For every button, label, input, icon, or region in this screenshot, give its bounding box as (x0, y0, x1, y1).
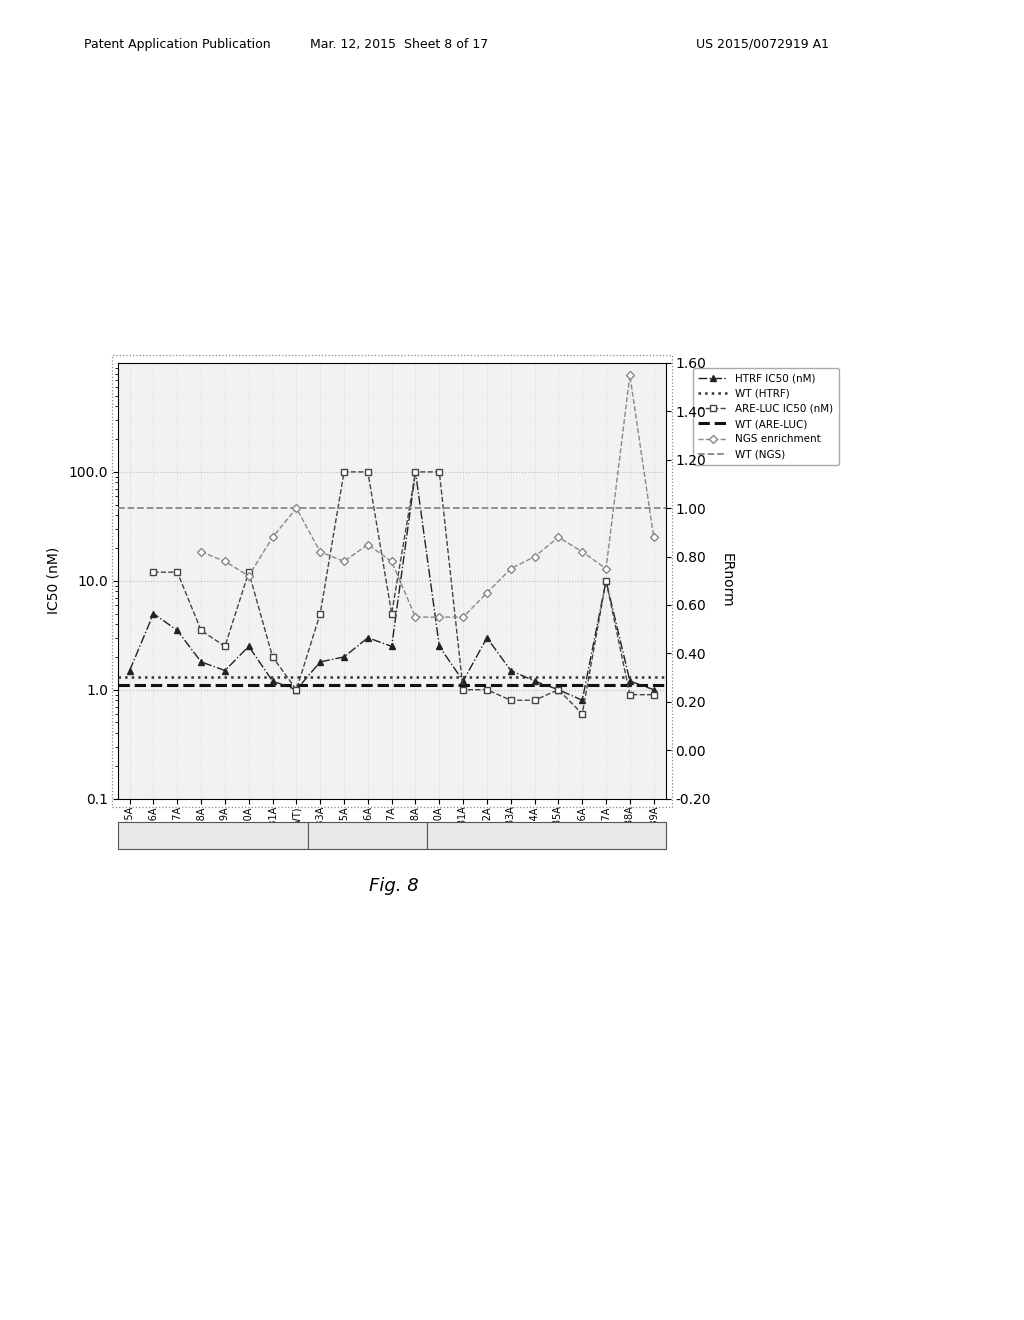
Text: Patent Application Publication: Patent Application Publication (84, 37, 270, 50)
Text: FG: FG (538, 829, 555, 842)
Y-axis label: ERnorm: ERnorm (719, 553, 733, 609)
Text: BC: BC (205, 829, 221, 842)
Text: DE: DE (359, 829, 377, 842)
Legend: HTRF IC50 (nM), WT (HTRF), ARE-LUC IC50 (nM), WT (ARE-LUC), NGS enrichment, WT (: HTRF IC50 (nM), WT (HTRF), ARE-LUC IC50 … (692, 368, 839, 465)
Y-axis label: IC50 (nM): IC50 (nM) (46, 548, 60, 614)
Text: Mar. 12, 2015  Sheet 8 of 17: Mar. 12, 2015 Sheet 8 of 17 (310, 37, 488, 50)
Text: US 2015/0072919 A1: US 2015/0072919 A1 (696, 37, 829, 50)
Text: Fig. 8: Fig. 8 (370, 876, 419, 895)
